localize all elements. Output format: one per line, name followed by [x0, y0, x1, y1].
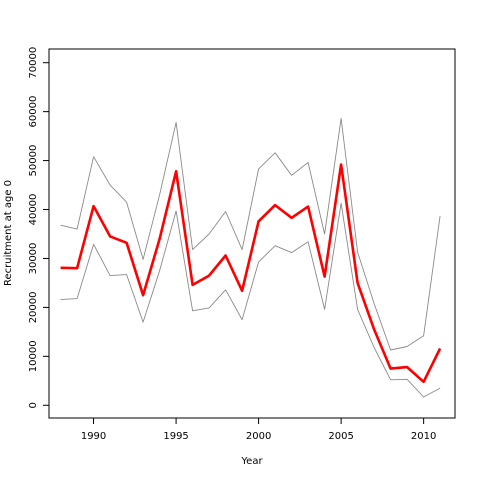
y-tick-label: 60000	[28, 96, 39, 128]
y-tick-label: 40000	[28, 194, 39, 226]
y-tick-label: 50000	[28, 145, 39, 177]
x-tick-label: 2010	[411, 431, 436, 442]
series-line-lower	[60, 202, 441, 398]
x-tick-label: 2005	[328, 431, 353, 442]
y-tick-label: 20000	[28, 291, 39, 323]
x-axis: 1990 1995 2000 2005 2010	[81, 417, 436, 442]
x-tick-label: 2000	[246, 431, 271, 442]
y-tick-label: 0	[28, 402, 39, 408]
x-tick-label: 1995	[163, 431, 188, 442]
series-line-upper	[60, 118, 441, 351]
series-group	[60, 118, 442, 398]
y-tick-label: 10000	[28, 340, 39, 372]
x-axis-title: Year	[240, 456, 263, 467]
series-line-estimate	[60, 163, 442, 384]
y-axis: 0 10000 20000 30000 40000 50000 60000 70000	[28, 47, 50, 408]
y-tick-label: 30000	[28, 243, 39, 275]
y-tick-label: 70000	[28, 47, 39, 79]
x-tick-label: 1990	[81, 431, 106, 442]
y-axis-title: Recruitment at age 0	[3, 180, 14, 286]
